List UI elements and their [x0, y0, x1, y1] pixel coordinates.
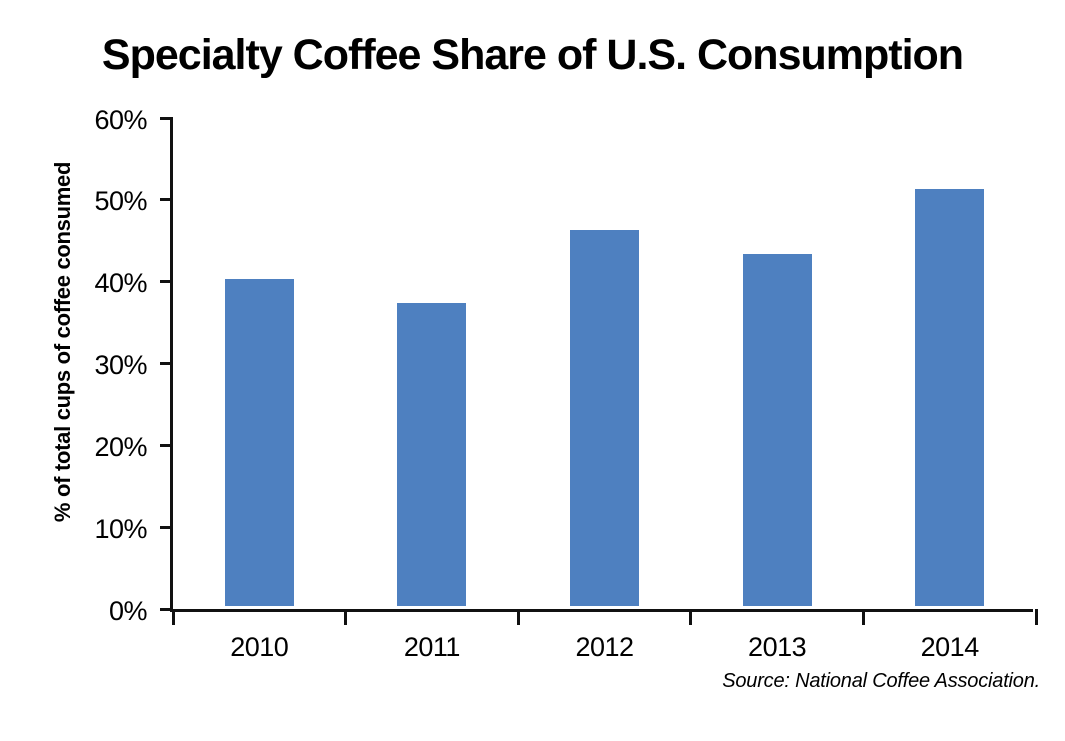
y-axis-tick — [160, 116, 173, 120]
x-axis-tick — [1034, 609, 1038, 625]
bar-2012 — [570, 229, 639, 606]
chart-title: Specialty Coffee Share of U.S. Consumpti… — [101, 31, 964, 79]
plot-area: 0% 10% 20% 30% 40% 50% 60% 2010 2011 2012 2013 2014 — [94, 105, 1038, 662]
y-axis-tick-label: 60% — [94, 104, 147, 135]
x-axis-category-label: 2014 — [920, 632, 980, 662]
y-axis-tick-label: 40% — [94, 268, 147, 299]
y-axis-tick-label: 30% — [94, 350, 147, 380]
bar-2010 — [224, 278, 294, 606]
source-note: Source: National Coffee Association. — [722, 670, 1040, 692]
y-axis-tick — [160, 280, 173, 284]
y-axis-tick — [160, 362, 173, 365]
bar-2014 — [915, 188, 985, 606]
x-axis-tick — [861, 609, 865, 625]
bar-2013 — [742, 254, 812, 606]
x-axis-category-label: 2012 — [575, 632, 634, 662]
y-axis-tick-label: 20% — [94, 431, 147, 462]
x-axis-tick — [516, 609, 520, 625]
y-axis-tick — [160, 443, 173, 447]
y-axis-tick — [160, 525, 173, 529]
y-axis-tick-label: 0% — [108, 595, 148, 626]
x-axis-tick — [344, 609, 348, 625]
y-axis-tick-label: 50% — [94, 186, 147, 217]
bar-2011 — [397, 303, 467, 606]
y-axis-tick-label: 10% — [94, 513, 147, 544]
x-axis-tick — [171, 609, 175, 625]
y-axis-tick — [160, 607, 173, 611]
x-axis-category-label: 2013 — [748, 632, 807, 662]
y-axis-tick — [160, 198, 173, 202]
x-axis-category-label: 2010 — [230, 632, 289, 662]
x-axis-tick — [689, 609, 693, 625]
x-axis-category-label: 2011 — [403, 632, 461, 662]
